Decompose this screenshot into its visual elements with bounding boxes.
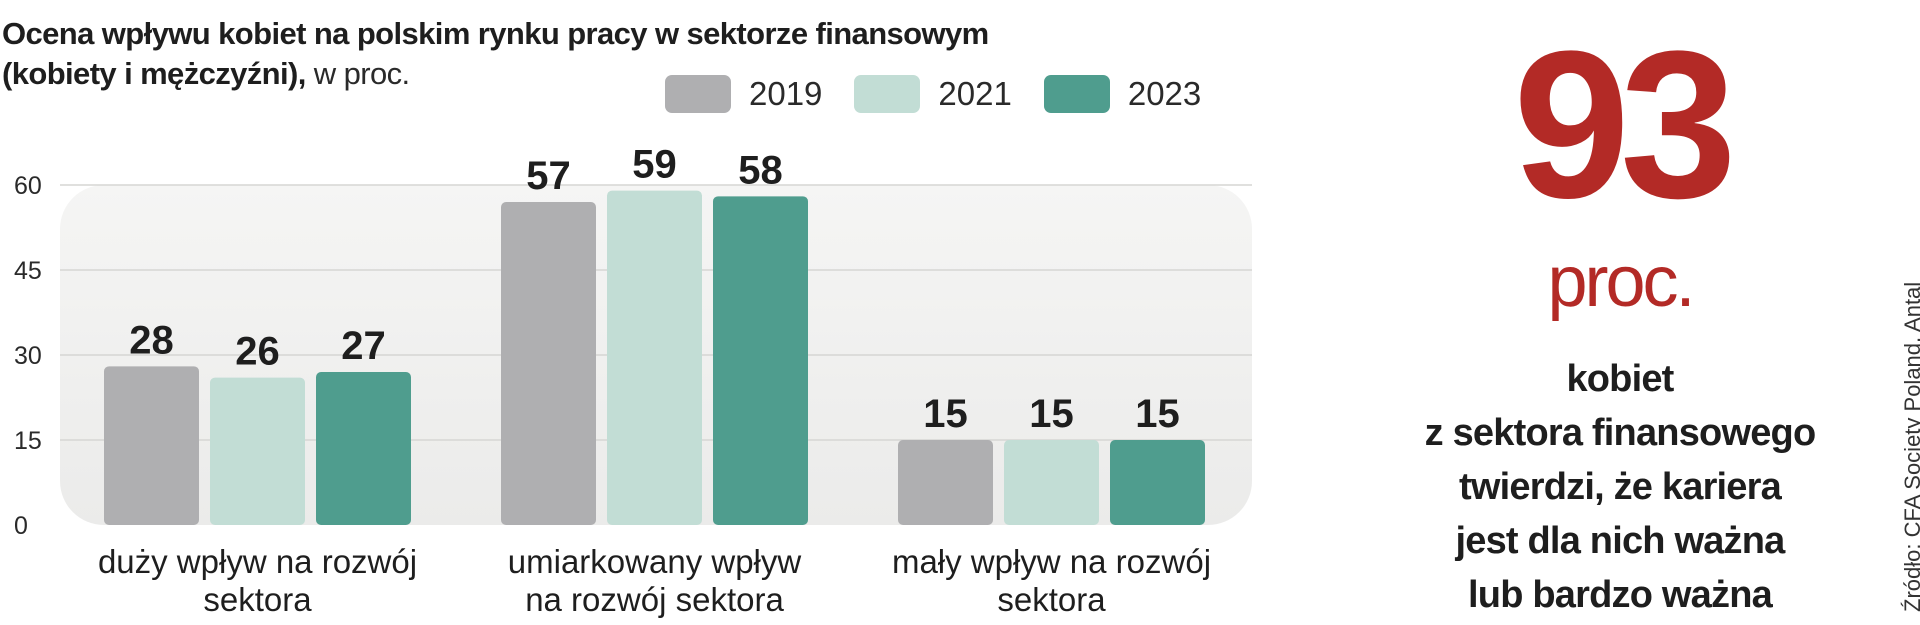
bar (898, 440, 993, 525)
title-line-2-bold: (kobiety i mężczyźni), (2, 56, 306, 91)
x-category-label: umiarkowany wpływ (508, 543, 802, 580)
legend-item-2021: 2021 (854, 75, 1012, 113)
bar (607, 190, 702, 525)
bar (316, 372, 411, 525)
legend-swatch-2021 (854, 75, 921, 113)
bar (501, 202, 596, 525)
title-line-2: (kobiety i mężczyźni), w proc. (2, 54, 989, 94)
chart-title: Ocena wpływu kobiet na polskim rynku pra… (2, 14, 989, 94)
highlight-text-line: kobiet (1566, 358, 1674, 400)
x-category-label: sektora (997, 581, 1106, 618)
bar (104, 366, 199, 525)
highlight-text-line: jest dla nich ważna (1455, 520, 1785, 562)
legend: 2019 2021 2023 (665, 75, 1233, 113)
highlight-text-line: lub bardzo ważna (1468, 574, 1773, 616)
y-tick-label: 15 (14, 427, 42, 455)
x-category-label: sektora (203, 581, 312, 618)
y-tick-label: 60 (14, 172, 42, 200)
data-label: 15 (923, 392, 968, 436)
y-tick-label: 45 (14, 257, 42, 285)
legend-label-2019: 2019 (749, 75, 823, 112)
legend-swatch-2023 (1043, 75, 1110, 113)
highlight-text-line: z sektora finansowego (1424, 412, 1817, 454)
data-label: 27 (341, 324, 386, 368)
highlight-number: 93 (1513, 7, 1737, 242)
source-note: Źródło: CFA Society Poland, Antal (1900, 281, 1920, 612)
legend-item-2023: 2023 (1043, 75, 1202, 113)
x-category-label: duży wpływ na rozwój (98, 543, 417, 580)
highlight-text: kobiet z sektora finansowego twierdzi, ż… (1370, 352, 1870, 622)
legend-label-2023: 2023 (1127, 75, 1202, 112)
x-category-label: na rozwój sektora (525, 581, 784, 618)
bar (210, 377, 305, 525)
data-label: 15 (1029, 392, 1074, 436)
title-line-1: Ocena wpływu kobiet na polskim rynku pra… (2, 16, 989, 51)
legend-item-2019: 2019 (665, 75, 822, 113)
y-tick-label: 0 (14, 512, 28, 540)
highlight-text-line: twierdzi, że kariera (1459, 466, 1782, 508)
data-label: 28 (129, 318, 174, 362)
bar (1004, 440, 1099, 525)
legend-label-2021: 2021 (938, 75, 1012, 112)
data-label: 58 (738, 148, 783, 192)
bar (1110, 440, 1205, 525)
highlight-unit: proc. (1547, 242, 1695, 322)
data-label: 59 (632, 143, 677, 187)
data-label: 15 (1135, 392, 1180, 436)
data-label: 57 (526, 154, 571, 198)
legend-swatch-2019 (665, 75, 731, 113)
title-unit: w proc. (305, 56, 410, 91)
bar (713, 196, 808, 526)
data-label: 26 (235, 330, 280, 374)
x-category-label: mały wpływ na rozwój (892, 543, 1211, 580)
y-tick-label: 30 (14, 342, 42, 370)
